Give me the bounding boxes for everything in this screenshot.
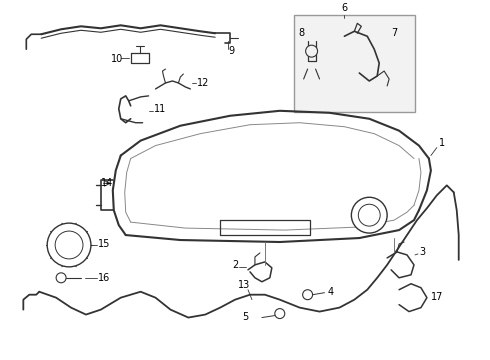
Text: 12: 12: [197, 78, 210, 88]
Circle shape: [303, 290, 313, 300]
Circle shape: [47, 223, 91, 267]
Text: 14: 14: [101, 178, 113, 188]
Text: 16: 16: [98, 273, 110, 283]
Text: 8: 8: [298, 28, 305, 38]
Circle shape: [358, 204, 380, 226]
Circle shape: [306, 45, 318, 57]
Text: 15: 15: [98, 239, 110, 249]
Text: 6: 6: [342, 3, 347, 13]
Text: 1: 1: [439, 138, 445, 148]
Text: 5: 5: [242, 311, 248, 321]
Circle shape: [351, 197, 387, 233]
Text: 3: 3: [419, 247, 425, 257]
Circle shape: [275, 309, 285, 319]
FancyBboxPatch shape: [294, 15, 415, 112]
Text: 7: 7: [391, 28, 397, 38]
Text: 2: 2: [232, 260, 238, 270]
Circle shape: [55, 231, 83, 259]
Text: 11: 11: [153, 104, 166, 114]
Text: 13: 13: [238, 280, 250, 290]
Text: 10: 10: [111, 54, 123, 64]
Circle shape: [56, 273, 66, 283]
Text: 4: 4: [327, 287, 334, 297]
Text: 17: 17: [431, 292, 443, 302]
Text: 9: 9: [228, 46, 234, 56]
